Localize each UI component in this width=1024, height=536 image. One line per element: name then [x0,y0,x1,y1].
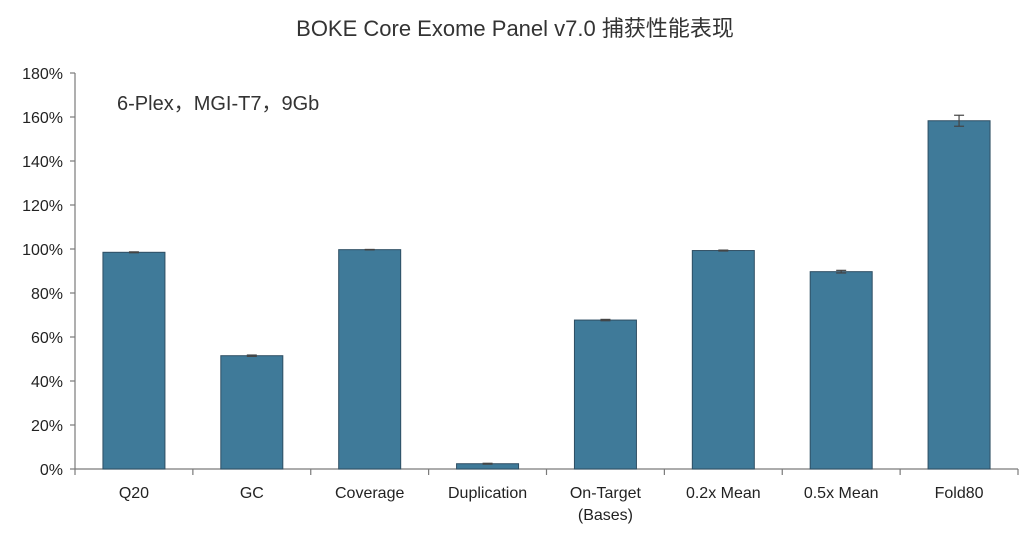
y-tick-label: 140% [22,154,63,171]
error-bar-0 [129,252,139,253]
x-tick-label: Coverage [335,485,404,502]
x-tick-label: Duplication [448,485,527,502]
bar-4 [574,320,636,469]
x-tick-label: Q20 [119,485,149,502]
x-tick-label-line: Q20 [119,485,149,502]
error-bar-3 [483,463,493,464]
bar-5 [692,251,754,469]
error-bar-5 [718,250,728,251]
x-tick-label: GC [240,485,264,502]
x-tick-label-line: Duplication [448,485,527,502]
y-tick-label: 120% [22,198,63,215]
bar-0 [103,252,165,469]
y-tick-label: 160% [22,110,63,127]
x-tick-label-line: 0.5x Mean [804,485,879,502]
bar-1 [221,356,283,469]
bars [103,115,990,469]
x-tick-label: 0.2x Mean [686,485,761,502]
bar-6 [810,272,872,469]
bar-7 [928,121,990,469]
x-tick-label-line: GC [240,485,264,502]
y-tick-label: 100% [22,242,63,259]
y-tick-label: 60% [31,330,63,347]
x-tick-label-line: Coverage [335,485,404,502]
x-tick-label: Fold80 [935,485,984,502]
x-tick-label: 0.5x Mean [804,485,879,502]
x-tick-label-line: On-Target [570,485,642,502]
x-tick-label-line: Fold80 [935,485,984,502]
y-tick-label: 80% [31,286,63,303]
x-tick-label-line: 0.2x Mean [686,485,761,502]
y-tick-label: 40% [31,374,63,391]
y-tick-label: 20% [31,418,63,435]
x-tick-label-line: (Bases) [578,507,633,524]
chart-title: BOKE Core Exome Panel v7.0 捕获性能表现 [296,16,734,41]
chart-annotation: 6-Plex，MGI-T7，9Gb [117,93,319,115]
y-tick-label: 0% [40,462,63,479]
y-tick-label: 180% [22,66,63,83]
bar-2 [339,250,401,469]
x-tick-label: On-Target (Bases) [570,485,642,524]
